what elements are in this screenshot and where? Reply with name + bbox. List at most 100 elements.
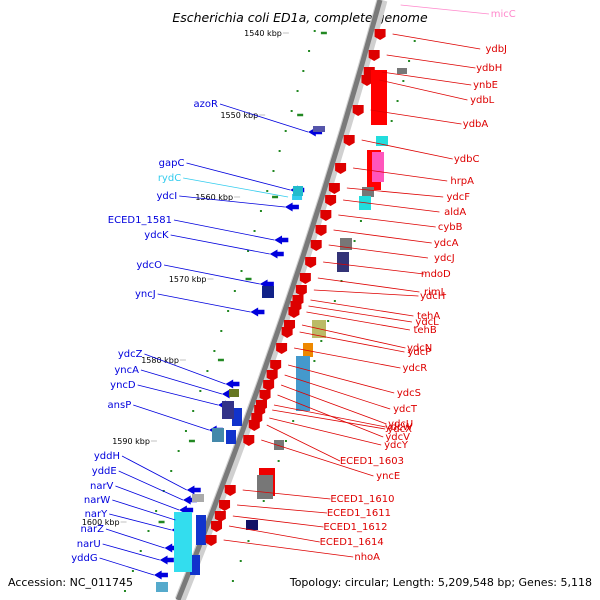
gene-label-left: ECED1_1581 [108,215,172,226]
left-labels: azoR gapC rydC ydcI ECED1_1581 ydcK ydcO yncJ yd… [71,99,309,576]
gene-feature-right [224,485,236,496]
guide-dot [253,230,256,232]
gene-feature-right [374,29,386,40]
label-connector-right [338,214,436,228]
label-connector-left [105,528,165,549]
guide-dot [259,210,262,212]
label-connector-right [370,109,462,125]
label-connector-left [173,219,275,241]
guide-dot [206,370,209,372]
gene-feature-left [284,202,299,212]
gene-label-left: yncJ [135,289,156,300]
gene-block-left [226,430,236,444]
gene-feature-right [310,240,322,251]
tick-label: 1600 kbp [82,518,120,527]
guide-dot [353,240,356,242]
label-connector-right [308,305,413,323]
gene-block-left [262,286,274,298]
gene-label-right: ECED1_1612 [323,522,387,533]
guide-dot [333,300,336,302]
guide-dot [147,530,150,532]
gene-block-left [212,428,224,442]
guide-dot [402,80,405,82]
label-connector-left [133,404,210,431]
label-connector-right [353,167,448,182]
guide-dot [199,390,202,392]
gene-label-left: azoR [194,99,218,110]
guide-dot [313,30,316,32]
label-connector-right [237,504,328,514]
gene-label-left: ydcZ [118,349,143,360]
tick-label: 1560 kbp [195,193,233,202]
gene-label-right: hrpA [450,176,474,187]
label-connector-right [294,347,401,369]
gene-label-right: ECED1_1603 [340,456,404,467]
label-connector-right [273,404,386,428]
gene-label-right: ydcR [403,363,428,374]
guide-dot [313,360,316,362]
gene-feature-right [343,135,355,146]
gene-label-left: ydcO [136,260,162,271]
label-connector-right [280,384,387,425]
label-connector-right [306,311,411,331]
guide-dot [131,570,134,572]
gene-feature-right [270,360,282,371]
label-connector-left [102,543,160,561]
gene-label-right: nhoA [354,552,380,563]
gene-block-left [174,512,192,572]
gene-label-right: ydcJ [434,253,455,264]
gene-label-left: rydC [158,173,181,184]
guide-dot [390,120,393,122]
guide-dot [278,150,281,152]
label-connector-left [183,177,289,198]
label-connector-right [299,331,405,353]
guide-dot [296,90,299,92]
gene-label-right: ydbC [454,154,480,165]
guide-dot [227,310,230,312]
gene-block-left [293,186,303,196]
gene-feature-right [211,521,223,532]
gene-feature-right [214,511,226,522]
label-connector-right [310,299,414,317]
gene-label-right: ydcT [393,404,418,415]
gene-feature-left [274,235,289,245]
gene-label-left: ansP [108,400,132,411]
gene-feature-left [159,555,174,565]
label-connector-left [137,384,219,406]
guide-dot [139,550,142,552]
label-connector-right [301,324,406,349]
gene-block-left [222,401,234,419]
label-connector-right [381,71,472,86]
guide-dot [277,460,280,462]
label-connector-right [317,277,420,293]
label-connector-left [140,369,223,395]
guide-dot [292,420,295,422]
guide-dot [413,40,416,42]
gene-block-left [313,126,325,132]
gene-block-left [192,494,204,502]
gene-label-right: ydcF [446,192,470,203]
guide-dot [290,110,293,112]
gene-label-left: narW [84,495,111,506]
gene-block-right [303,343,313,357]
guide-dot [408,60,411,62]
label-connector-left [219,103,309,133]
gene-block-left [196,515,206,545]
gene-label-right: yncE [376,471,400,482]
gene-feature-right [266,370,278,381]
gene-label-left: yddE [92,466,117,477]
gene-label-left: narZ [81,524,105,535]
gene-label-right: ydcW [385,422,413,433]
gene-feature-left [250,307,265,317]
label-connector-left [163,264,260,285]
gene-label-right: ydcY [384,440,409,451]
right-labels: micC ydbJ ydbH ynbE ydbL ydbA ydbC hrpA ydcF aldA… [223,4,516,563]
gene-label-left: ydcK [144,230,169,241]
gene-label-right: ydbL [470,95,495,106]
gene-label-right: tehA [417,311,440,322]
gene-label-right: ydbJ [485,44,507,55]
label-connector-right [346,187,444,198]
gene-block-left [229,389,239,397]
gene-feature-right [276,343,288,354]
